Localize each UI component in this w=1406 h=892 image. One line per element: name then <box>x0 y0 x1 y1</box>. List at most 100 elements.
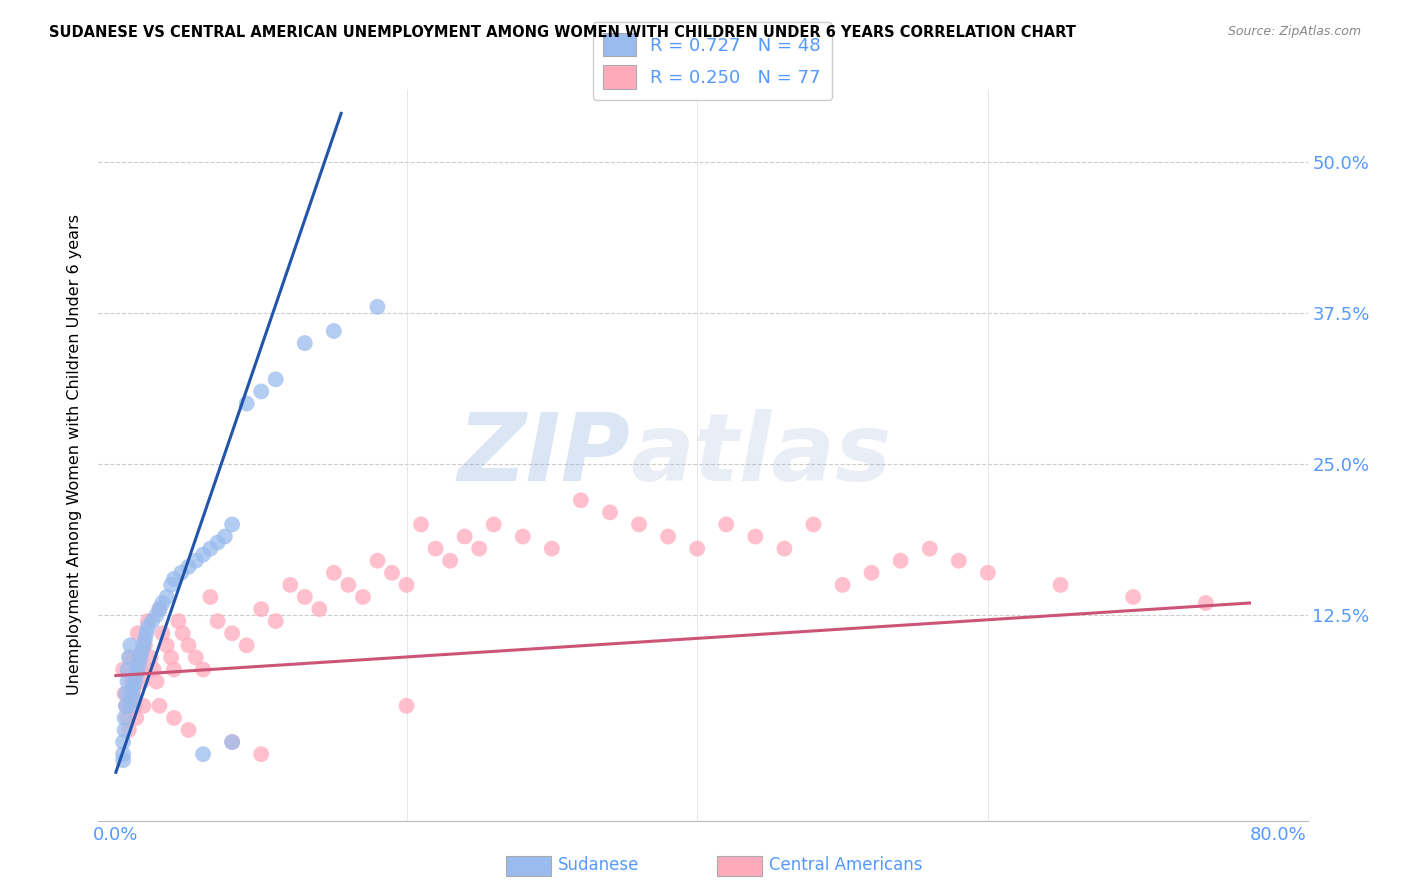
Point <box>221 735 243 749</box>
Point <box>177 638 200 652</box>
Point <box>395 698 418 713</box>
Point <box>128 650 150 665</box>
Point <box>264 372 287 386</box>
Point <box>114 723 136 737</box>
Point <box>129 663 152 677</box>
Point <box>177 723 200 737</box>
Point <box>122 687 145 701</box>
Point <box>172 626 194 640</box>
Point <box>409 517 432 532</box>
Point <box>156 590 179 604</box>
Point <box>163 572 186 586</box>
Point <box>744 529 766 543</box>
Point <box>381 566 404 580</box>
Point <box>860 566 883 580</box>
Point <box>124 674 146 689</box>
Point <box>214 529 236 543</box>
Point <box>128 657 150 671</box>
Point <box>250 747 273 761</box>
Point <box>160 650 183 665</box>
Point <box>250 384 273 399</box>
Point <box>145 608 167 623</box>
Point <box>235 638 257 652</box>
Point <box>136 620 159 634</box>
Point <box>1122 590 1144 604</box>
Point <box>125 668 148 682</box>
Point <box>156 638 179 652</box>
Point <box>918 541 941 556</box>
Point <box>540 541 562 556</box>
Point <box>115 698 138 713</box>
Point <box>1049 578 1071 592</box>
Point <box>221 735 243 749</box>
Point <box>569 493 592 508</box>
Point <box>468 541 491 556</box>
Text: Source: ZipAtlas.com: Source: ZipAtlas.com <box>1227 25 1361 38</box>
Point <box>264 614 287 628</box>
Point <box>686 541 709 556</box>
Point <box>308 602 330 616</box>
Point <box>191 663 214 677</box>
Point <box>121 687 143 701</box>
Point <box>177 559 200 574</box>
Point <box>1195 596 1218 610</box>
Point <box>278 578 301 592</box>
Point <box>118 650 141 665</box>
Point <box>657 529 679 543</box>
Point <box>207 535 229 549</box>
Point <box>599 505 621 519</box>
Point <box>145 674 167 689</box>
Point <box>122 681 145 695</box>
Point <box>207 614 229 628</box>
Point <box>250 602 273 616</box>
Point <box>482 517 505 532</box>
Point <box>163 711 186 725</box>
Point <box>184 554 207 568</box>
Point <box>890 554 912 568</box>
Point <box>121 674 143 689</box>
Point <box>352 590 374 604</box>
Point <box>120 698 142 713</box>
Point <box>221 517 243 532</box>
Point <box>114 711 136 725</box>
Point <box>112 663 135 677</box>
Point <box>114 687 136 701</box>
Point <box>191 747 214 761</box>
Point <box>139 650 162 665</box>
Point <box>221 626 243 640</box>
Point <box>148 602 170 616</box>
Point <box>135 626 157 640</box>
Point <box>117 663 139 677</box>
Point <box>150 626 173 640</box>
Point <box>948 554 970 568</box>
Legend: R = 0.727   N = 48, R = 0.250   N = 77: R = 0.727 N = 48, R = 0.250 N = 77 <box>592 22 832 100</box>
Text: Sudanese: Sudanese <box>558 856 640 874</box>
Point <box>322 324 344 338</box>
Point <box>122 692 145 706</box>
Point <box>112 753 135 767</box>
Point <box>117 711 139 725</box>
Point <box>142 663 165 677</box>
Point <box>112 747 135 761</box>
Point <box>773 541 796 556</box>
Point <box>395 578 418 592</box>
Point <box>118 723 141 737</box>
Point <box>127 663 149 677</box>
Point <box>977 566 1000 580</box>
Point <box>132 698 155 713</box>
Point <box>453 529 475 543</box>
Point <box>366 554 388 568</box>
Point <box>439 554 461 568</box>
Point <box>628 517 651 532</box>
Point <box>366 300 388 314</box>
Point <box>337 578 360 592</box>
Point <box>131 644 153 658</box>
Point <box>200 541 222 556</box>
Point <box>115 687 138 701</box>
Point <box>512 529 534 543</box>
Point <box>294 590 316 604</box>
Point <box>131 674 153 689</box>
Point <box>803 517 825 532</box>
Y-axis label: Unemployment Among Women with Children Under 6 years: Unemployment Among Women with Children U… <box>67 214 83 696</box>
Point <box>132 638 155 652</box>
